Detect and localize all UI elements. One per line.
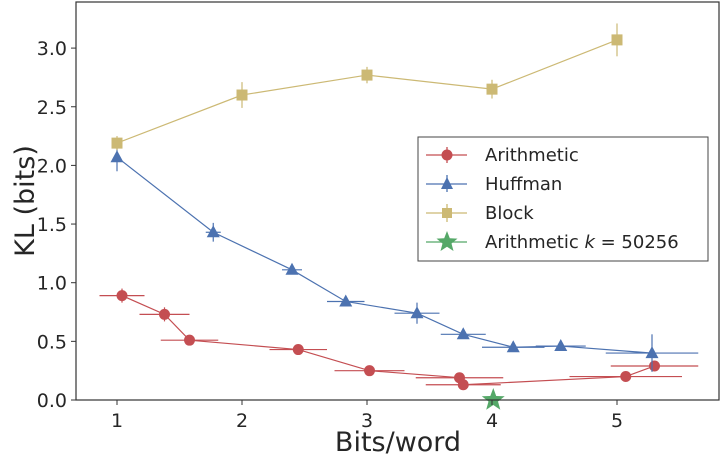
- series-huffman: [110, 143, 699, 372]
- circle-marker-icon: [364, 365, 375, 377]
- triangle-marker-icon: [110, 150, 124, 163]
- square-marker-icon: [486, 83, 498, 95]
- y-tick-label: 2.5: [37, 97, 67, 119]
- legend: Arithmetic Huffman Block Arithmetic k = …: [417, 136, 709, 262]
- star-marker-icon: [481, 388, 505, 410]
- legend-label-k: k: [584, 232, 596, 253]
- triangle-marker-icon: [645, 346, 659, 359]
- x-axis-label: Bits/word: [335, 427, 461, 458]
- triangle-marker-icon: [554, 339, 568, 352]
- triangle-marker-icon: [441, 177, 453, 189]
- circle-marker-icon: [620, 371, 632, 383]
- legend-item-arithmetic: Arithmetic: [426, 145, 579, 166]
- legend-frame: [417, 136, 709, 262]
- legend-item-huffman: Huffman: [426, 174, 562, 195]
- y-tick-label: 2.0: [37, 155, 67, 177]
- axes-frame: [75, 1, 720, 401]
- y-axis-ticks: 0.0 0.5 1.0 1.5 2.0 2.5 3.0: [37, 38, 76, 412]
- series-arithmetic-k-50256: [481, 388, 505, 410]
- x-tick-label: 3: [361, 410, 373, 432]
- legend-label-huffman: Huffman: [485, 174, 562, 195]
- circle-marker-icon: [116, 290, 128, 302]
- legend-label-block: Block: [485, 203, 534, 224]
- series-arithmetic: [99, 288, 699, 391]
- square-marker-icon: [442, 208, 452, 218]
- x-tick-label: 1: [111, 410, 123, 432]
- y-axis-label: KL (bits): [10, 145, 41, 257]
- x-tick-label: 5: [611, 410, 623, 432]
- triangle-marker-icon: [410, 306, 424, 319]
- circle-marker-icon: [292, 344, 304, 356]
- y-tick-label: 1.0: [37, 273, 67, 295]
- y-tick-label: 1.5: [37, 214, 67, 236]
- triangle-marker-icon: [506, 340, 520, 353]
- triangle-marker-icon: [285, 262, 299, 275]
- circle-marker-icon: [441, 149, 453, 161]
- star-marker-icon: [436, 231, 458, 251]
- legend-label-arithmetic-k: Arithmetic k = 50256: [485, 232, 679, 253]
- circle-marker-icon: [649, 360, 660, 372]
- legend-item-block: Block: [426, 203, 534, 224]
- legend-label-suffix: = 50256: [595, 232, 679, 253]
- square-marker-icon: [111, 137, 123, 149]
- circle-marker-icon: [184, 334, 195, 346]
- series-block: [111, 23, 623, 151]
- circle-marker-icon: [457, 379, 469, 391]
- plot-area: [99, 23, 699, 410]
- square-marker-icon: [236, 89, 248, 101]
- legend-label-prefix: Arithmetic: [485, 232, 584, 253]
- triangle-marker-icon: [206, 225, 220, 238]
- circle-marker-icon: [159, 308, 170, 320]
- triangle-marker-icon: [339, 294, 353, 307]
- triangle-marker-icon: [456, 327, 470, 340]
- legend-item-arithmetic-k50256: Arithmetic k = 50256: [426, 231, 679, 253]
- x-tick-label: 4: [486, 410, 498, 432]
- legend-label-arithmetic: Arithmetic: [485, 145, 579, 166]
- square-marker-icon: [611, 34, 623, 46]
- y-tick-label: 3.0: [37, 38, 67, 60]
- y-tick-label: 0.5: [37, 331, 67, 353]
- series-line: [116, 39, 618, 144]
- x-axis-ticks: 1 2 3 4 5: [111, 400, 623, 432]
- x-tick-label: 2: [236, 410, 248, 432]
- square-marker-icon: [361, 69, 373, 81]
- y-tick-label: 0.0: [37, 390, 67, 412]
